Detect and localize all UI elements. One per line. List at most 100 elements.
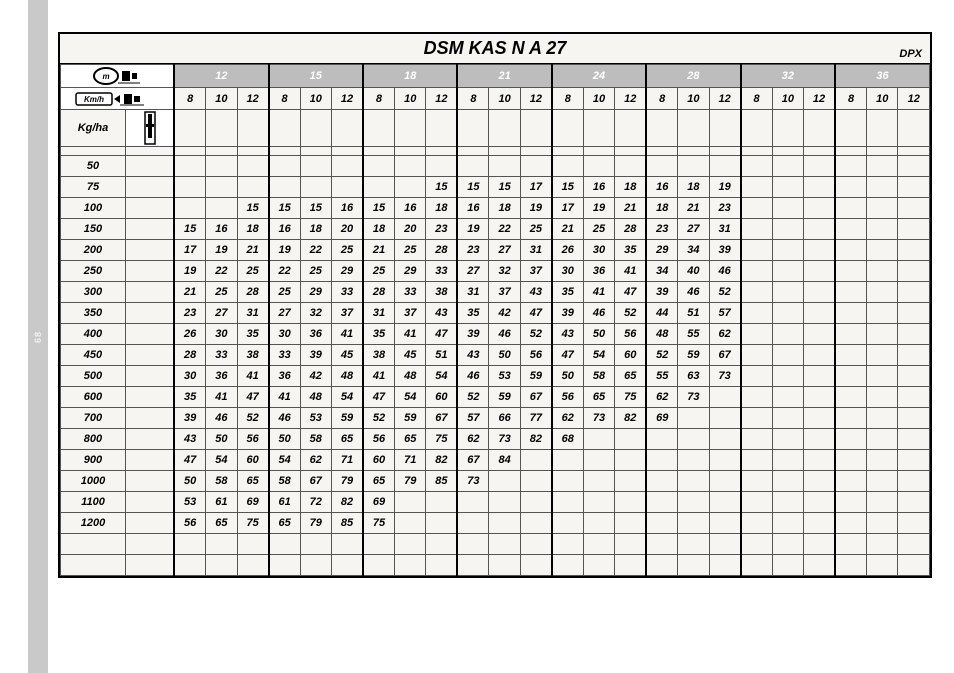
row-label: 600 <box>61 387 126 408</box>
data-cell <box>741 408 772 429</box>
table-row: 350232731273237313743354247394652445157 <box>61 303 930 324</box>
data-cell <box>489 513 520 534</box>
data-cell <box>741 471 772 492</box>
kgha-row: Kg/ha <box>61 110 930 147</box>
data-cell <box>678 156 709 177</box>
data-cell: 25 <box>363 261 394 282</box>
data-cell <box>804 303 835 324</box>
speed-cell: 10 <box>867 88 898 110</box>
data-cell <box>583 471 614 492</box>
data-cell: 82 <box>520 429 551 450</box>
data-cell <box>741 198 772 219</box>
speed-cell: 8 <box>269 88 300 110</box>
data-cell <box>552 450 583 471</box>
data-cell: 77 <box>520 408 551 429</box>
data-cell <box>867 282 898 303</box>
data-cell <box>867 429 898 450</box>
row-label: 400 <box>61 324 126 345</box>
data-cell: 20 <box>394 219 425 240</box>
data-cell: 65 <box>363 471 394 492</box>
width-col-36: 36 <box>835 65 929 88</box>
data-cell: 16 <box>646 177 677 198</box>
data-cell: 54 <box>583 345 614 366</box>
data-cell: 16 <box>394 198 425 219</box>
data-cell: 73 <box>678 387 709 408</box>
data-cell: 47 <box>363 387 394 408</box>
speed-cell: 8 <box>174 88 205 110</box>
data-cell <box>898 513 930 534</box>
data-cell <box>615 429 646 450</box>
data-cell: 79 <box>332 471 363 492</box>
data-cell: 61 <box>269 492 300 513</box>
data-cell <box>709 450 740 471</box>
data-cell <box>772 408 803 429</box>
data-cell: 58 <box>300 429 331 450</box>
data-cell: 25 <box>237 261 268 282</box>
data-cell: 21 <box>363 240 394 261</box>
data-cell: 33 <box>332 282 363 303</box>
row-label: 1000 <box>61 471 126 492</box>
data-cell: 56 <box>520 345 551 366</box>
width-col-24: 24 <box>552 65 646 88</box>
data-cell: 32 <box>489 261 520 282</box>
data-cell: 75 <box>615 387 646 408</box>
data-cell <box>867 324 898 345</box>
data-cell: 69 <box>237 492 268 513</box>
data-cell: 31 <box>709 219 740 240</box>
data-cell: 21 <box>552 219 583 240</box>
data-cell: 27 <box>206 303 237 324</box>
row-gap <box>125 303 174 324</box>
data-cell: 65 <box>615 366 646 387</box>
data-cell: 75 <box>426 429 457 450</box>
row-label: 75 <box>61 177 126 198</box>
table-row: 120056657565798575 <box>61 513 930 534</box>
data-cell: 16 <box>206 219 237 240</box>
data-cell <box>898 345 930 366</box>
data-cell <box>741 492 772 513</box>
data-cell <box>646 429 677 450</box>
data-cell <box>678 429 709 450</box>
data-cell <box>772 198 803 219</box>
data-cell <box>394 492 425 513</box>
data-cell: 29 <box>394 261 425 282</box>
data-cell: 67 <box>300 471 331 492</box>
data-cell: 56 <box>363 429 394 450</box>
data-cell <box>709 513 740 534</box>
data-cell <box>867 156 898 177</box>
data-cell: 55 <box>646 366 677 387</box>
data-cell: 18 <box>363 219 394 240</box>
data-cell: 35 <box>237 324 268 345</box>
data-cell: 28 <box>615 219 646 240</box>
data-cell: 45 <box>332 345 363 366</box>
lever-icon-cell <box>125 110 174 147</box>
data-cell <box>804 345 835 366</box>
data-cell <box>804 387 835 408</box>
data-cell <box>867 492 898 513</box>
data-cell: 43 <box>520 282 551 303</box>
data-cell: 26 <box>174 324 205 345</box>
data-cell: 69 <box>363 492 394 513</box>
data-cell: 46 <box>489 324 520 345</box>
data-cell: 67 <box>709 345 740 366</box>
data-cell <box>804 219 835 240</box>
data-cell: 69 <box>646 408 677 429</box>
data-cell <box>772 303 803 324</box>
data-cell <box>583 429 614 450</box>
data-cell: 37 <box>332 303 363 324</box>
data-cell <box>646 450 677 471</box>
data-cell: 19 <box>174 261 205 282</box>
data-cell: 41 <box>269 387 300 408</box>
data-cell: 37 <box>489 282 520 303</box>
data-cell: 65 <box>269 513 300 534</box>
data-cell: 16 <box>457 198 488 219</box>
row-label: 250 <box>61 261 126 282</box>
data-cell: 58 <box>583 366 614 387</box>
data-cell: 23 <box>174 303 205 324</box>
data-cell <box>898 366 930 387</box>
data-cell <box>741 240 772 261</box>
data-cell: 46 <box>269 408 300 429</box>
data-cell <box>646 492 677 513</box>
data-cell: 31 <box>520 240 551 261</box>
data-cell: 19 <box>709 177 740 198</box>
data-cell: 52 <box>615 303 646 324</box>
